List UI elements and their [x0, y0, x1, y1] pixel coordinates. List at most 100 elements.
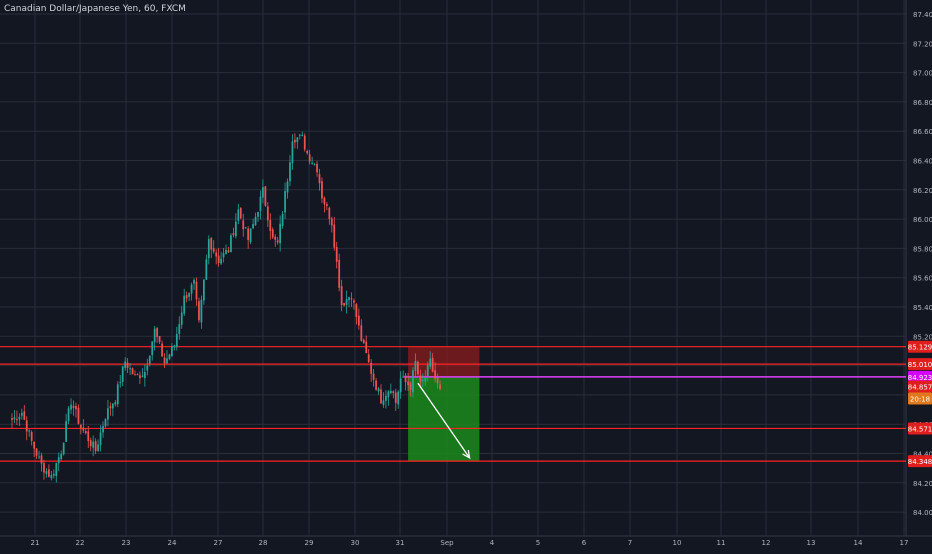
candle-body — [143, 371, 146, 378]
candle-body — [195, 281, 198, 300]
candle-body — [404, 375, 407, 383]
candle-body — [80, 424, 82, 428]
candle-body — [60, 453, 63, 460]
candle-body — [124, 361, 127, 368]
x-tick-label: 31 — [396, 539, 405, 547]
candle-body — [121, 366, 124, 383]
candle-body — [355, 304, 358, 318]
candle-body — [318, 174, 321, 184]
candle-body — [291, 141, 294, 164]
y-tick-label: 87.400 — [913, 11, 932, 19]
candle-body — [129, 368, 131, 370]
candle-body — [298, 134, 301, 136]
candle-body — [389, 390, 392, 394]
candle-body — [343, 302, 345, 306]
candle-body — [429, 358, 432, 367]
candle-body — [385, 395, 387, 401]
candle-body — [55, 463, 58, 476]
candle-body — [434, 370, 436, 379]
candle-body — [252, 224, 254, 229]
candle-body — [114, 402, 117, 405]
x-tick-label: 22 — [76, 539, 85, 547]
y-tick-label: 85.200 — [913, 333, 932, 341]
arrow-shaft[interactable] — [417, 382, 471, 459]
candle-body — [394, 392, 397, 403]
candle-body — [18, 416, 21, 420]
candle-body — [28, 430, 31, 432]
candle-body — [185, 295, 188, 299]
candle-body — [190, 284, 193, 294]
x-tick-label: 6 — [582, 539, 587, 547]
candle-body — [35, 448, 38, 456]
y-tick-label: 85.600 — [913, 275, 932, 283]
candle-body — [397, 391, 400, 405]
candle-body — [387, 391, 390, 398]
candle-body — [188, 293, 190, 297]
candle-body — [161, 343, 163, 357]
candle-body — [171, 346, 173, 357]
x-tick-label: 4 — [490, 539, 495, 547]
candle-body — [380, 389, 382, 404]
candle-body — [175, 333, 178, 347]
candle-body — [207, 239, 210, 259]
candle-body — [296, 137, 299, 142]
y-tick-label: 84.400 — [913, 451, 932, 459]
candle-body — [311, 162, 313, 164]
candle-body — [230, 235, 232, 253]
price-badges: 85.129 85.010 84.923 84.857 20:18 84.571 84.34… — [908, 340, 932, 468]
projection-arrow[interactable] — [417, 382, 471, 460]
candle-body — [308, 154, 311, 162]
candle-body — [116, 384, 119, 405]
candle-body — [52, 473, 55, 476]
y-tick-label: 85.400 — [913, 304, 932, 312]
candle-body — [431, 357, 434, 372]
x-tick-label: 24 — [168, 539, 177, 547]
candle-body — [367, 354, 370, 362]
candle-body — [141, 375, 144, 377]
candle-body — [183, 295, 186, 314]
candle-body — [210, 237, 213, 250]
x-tick-label: 17 — [900, 539, 909, 547]
x-tick-label: 29 — [305, 539, 314, 547]
candle-body — [11, 418, 13, 420]
x-tick-label: 30 — [351, 539, 360, 547]
candle-body — [409, 383, 412, 391]
candle-body — [340, 286, 343, 306]
arrow-head[interactable] — [462, 449, 471, 460]
candle-body — [30, 432, 33, 441]
candle-body — [254, 216, 257, 226]
candle-body — [286, 181, 289, 193]
candle-body — [99, 432, 102, 446]
candle-body — [156, 328, 159, 337]
candle-body — [377, 388, 380, 392]
horizontal-levels[interactable] — [0, 346, 906, 462]
candle-body — [158, 336, 161, 342]
candle-body — [330, 218, 333, 226]
price-axis[interactable]: 87.400 87.200 87.000 86.800 86.600 86.400 86.2… — [913, 11, 932, 517]
candle-body — [16, 419, 18, 421]
candle-body — [217, 255, 220, 264]
last-price-badge: 84.857 — [908, 384, 932, 392]
candle-body — [168, 354, 171, 359]
time-axis[interactable]: 21 22 23 24 27 28 29 30 31 Sep 4 5 6 7 10 11 12 13 14 17 — [31, 539, 909, 547]
candle-body — [412, 370, 414, 393]
candle-body — [335, 246, 338, 262]
candle-body — [25, 420, 28, 432]
candle-body — [370, 362, 373, 374]
candle-body — [212, 248, 215, 252]
candle-body — [345, 299, 348, 305]
candle-body — [281, 213, 284, 226]
candle-body — [163, 357, 166, 364]
candle-body — [139, 375, 141, 379]
candle-body — [321, 181, 323, 199]
candle-body — [284, 191, 286, 213]
level-badge: 84.348 — [908, 458, 932, 466]
candle-body — [220, 258, 222, 264]
candle-body — [399, 378, 402, 393]
candle-body — [87, 431, 90, 442]
level-badge-background — [908, 422, 932, 435]
candle-body — [67, 408, 70, 421]
candle-body — [436, 377, 439, 384]
